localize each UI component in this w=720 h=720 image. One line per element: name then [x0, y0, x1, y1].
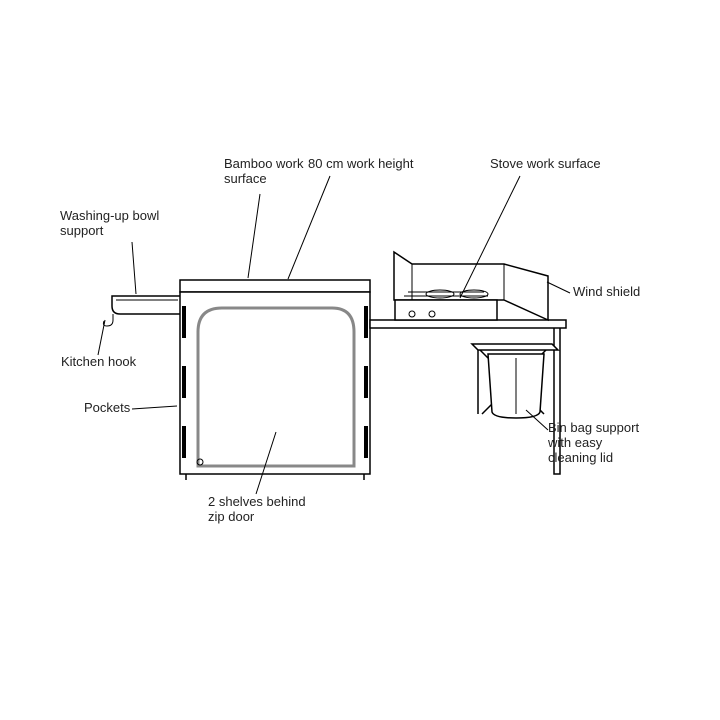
label-bamboo: Bamboo worksurface: [224, 156, 304, 186]
label-pockets: Pockets: [84, 400, 131, 415]
washing-bowl-support: [112, 296, 182, 314]
label-binbag: Bin bag supportwith easycleaning lid: [547, 420, 639, 465]
bin-bag-support: [472, 344, 558, 418]
zip-door: [198, 308, 354, 466]
label-kitchenhook: Kitchen hook: [61, 354, 137, 369]
label-workheight: 80 cm work height: [308, 156, 414, 171]
label-stove: Stove work surface: [490, 156, 601, 171]
label-washing: Washing-up bowlsupport: [60, 208, 159, 238]
camping-kitchen-diagram: Bamboo worksurface 80 cm work height Was…: [0, 0, 720, 720]
label-shelves: 2 shelves behindzip door: [208, 494, 306, 524]
main-cabinet: [180, 280, 370, 474]
label-windshield: Wind shield: [573, 284, 640, 299]
